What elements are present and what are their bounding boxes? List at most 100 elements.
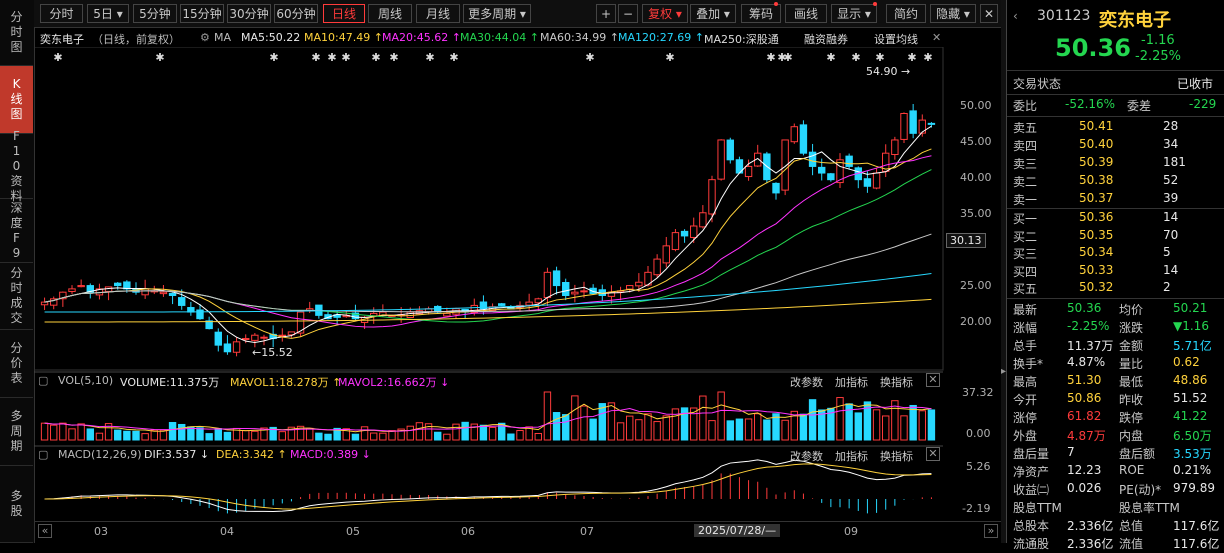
period-more-label: 更多周期 <box>468 7 517 21</box>
volume-switch-indicator[interactable]: 换指标 <box>880 376 913 389</box>
volume-bar <box>644 413 652 441</box>
volume-bar <box>40 422 49 441</box>
ma-settings-link[interactable]: 设置均线 <box>874 33 918 46</box>
left-tab-2[interactable]: K线图 <box>0 66 33 134</box>
volume-bar <box>251 430 259 441</box>
left-tab-label: 分时成交 <box>10 266 23 325</box>
draw-line-button[interactable]: 画线 <box>785 4 827 23</box>
dea-text: DEA:3.342 <box>216 448 274 461</box>
left-tab-4[interactable]: 深度F9 <box>0 199 33 263</box>
period-fenshi[interactable]: 分时 <box>40 4 83 23</box>
simple-mode-button[interactable]: 简约 <box>886 4 926 23</box>
volume-bar <box>205 433 213 441</box>
candle-body <box>260 336 268 339</box>
volume-bar <box>150 429 158 441</box>
panel-splitter[interactable] <box>1001 0 1006 543</box>
margin-trading-link[interactable]: 融资融券 <box>804 33 848 46</box>
period-monthly[interactable]: 月线 <box>416 4 460 23</box>
gear-icon[interactable]: ⚙ <box>200 31 210 44</box>
volume-bar <box>278 431 286 441</box>
volume-close-icon[interactable]: ✕ <box>926 373 940 387</box>
fuquan-dropdown[interactable]: 复权 ▾ <box>642 4 688 23</box>
back-arrow-icon[interactable]: ‹ <box>1013 9 1018 23</box>
kline-chart[interactable]: ✱ ✱ ✱ ✱ ✱ ✱ ✱ ✱ ✱ ✱ ✱ ✱ ✱ ✱✱ ✱ ✱ ✱ ✱ ✱ <box>34 47 944 522</box>
volume-bar <box>790 410 798 441</box>
stat-value: 4.87% <box>1067 355 1106 369</box>
collapse-arrow-icon[interactable]: ▸ <box>1001 366 1007 377</box>
volume-bar <box>717 391 725 441</box>
candle-body <box>818 166 826 174</box>
volume-bar <box>223 431 232 441</box>
price-tick: 50.00 <box>960 99 992 112</box>
candle-body <box>808 151 817 167</box>
stat-row: 今开 50.86 昨收 51.52 <box>1007 391 1224 409</box>
volume-collapse-icon[interactable]: ▢ <box>38 374 49 387</box>
zoom-in-button[interactable]: + <box>596 4 616 23</box>
candle-body <box>927 122 936 125</box>
overlay-dropdown[interactable]: 叠加 ▾ <box>690 4 736 23</box>
macd-edit-params[interactable]: 改参数 <box>790 450 823 463</box>
left-tab-6[interactable]: 分价表 <box>0 330 33 398</box>
zoom-out-button[interactable]: − <box>618 4 638 23</box>
left-tab-1[interactable]: 分时图 <box>0 0 33 66</box>
volume-bar <box>168 422 177 441</box>
candle-body <box>50 298 58 306</box>
scroll-right-icon[interactable]: » <box>984 524 998 538</box>
period-60min[interactable]: 60分钟 <box>274 4 318 23</box>
volume-bar <box>379 432 387 441</box>
candle-body <box>86 285 94 293</box>
period-daily[interactable]: 日线 <box>323 4 365 23</box>
weibi-value: -52.16% <box>1065 97 1116 111</box>
stat-value: 2.336亿 <box>1067 519 1114 533</box>
candle-body <box>40 301 49 306</box>
candle-body <box>827 173 835 181</box>
ma20-line <box>44 155 932 328</box>
left-tab-8[interactable]: 多股 <box>0 466 33 543</box>
order-label: 买五 <box>1013 282 1038 296</box>
candle-body <box>406 311 414 319</box>
status-value: 已收市 <box>1177 77 1214 91</box>
chip-button[interactable]: 筹码 <box>741 4 781 23</box>
ma-label[interactable]: MA <box>214 31 232 44</box>
candle-body <box>159 291 168 295</box>
period-weekly[interactable]: 周线 <box>368 4 412 23</box>
close-icon[interactable]: ✕ <box>980 4 998 23</box>
volume-add-indicator[interactable]: 加指标 <box>835 376 868 389</box>
volume-bar <box>543 391 552 441</box>
display-label: 显示 <box>837 7 862 21</box>
order-price: 50.40 <box>1079 137 1114 151</box>
macd-switch-indicator[interactable]: 换指标 <box>880 450 913 463</box>
volume-bar <box>799 413 808 441</box>
volume-bar <box>571 395 579 441</box>
display-dropdown[interactable]: 显示 ▾ <box>831 4 877 23</box>
left-tab-3[interactable]: F10资料 <box>0 129 33 203</box>
left-tab-7[interactable]: 多周期 <box>0 398 33 466</box>
hide-dropdown[interactable]: 隐藏 ▾ <box>930 4 976 23</box>
ma60-text: MA60:34.99 <box>540 31 607 44</box>
stat-value: 7 <box>1067 445 1075 459</box>
macd-collapse-icon[interactable]: ▢ <box>38 448 49 461</box>
period-more[interactable]: 更多周期 ▾ <box>463 4 531 23</box>
time-axis[interactable]: « 03 04 05 06 07 2025/07/28/— 09 » <box>34 521 1001 544</box>
macd-close-icon[interactable]: ✕ <box>926 447 940 461</box>
period-5day[interactable]: 5日 ▾ <box>87 4 129 23</box>
period-30min[interactable]: 30分钟 <box>227 4 271 23</box>
period-5min[interactable]: 5分钟 <box>133 4 177 23</box>
candle-body <box>900 112 908 140</box>
volume-bar <box>370 432 378 441</box>
volume-edit-params[interactable]: 改参数 <box>790 376 823 389</box>
scroll-left-icon[interactable]: « <box>38 524 52 538</box>
stat-row: 最新 50.36 均价 50.21 <box>1007 301 1224 319</box>
candle-body <box>443 312 451 317</box>
left-tab-5[interactable]: 分时成交 <box>0 263 33 330</box>
ma250-line <box>44 298 932 323</box>
last-price: 50.36 <box>1055 34 1131 62</box>
period-15min[interactable]: 15分钟 <box>180 4 224 23</box>
stat-label: 流值 <box>1119 537 1144 551</box>
ma-close-icon[interactable]: ✕ <box>932 31 942 44</box>
order-volume: 14 <box>1163 210 1179 224</box>
event-marker-icon: ✱ <box>425 51 434 64</box>
stat-label: 最低 <box>1119 375 1144 389</box>
divider <box>1007 116 1224 117</box>
macd-add-indicator[interactable]: 加指标 <box>835 450 868 463</box>
